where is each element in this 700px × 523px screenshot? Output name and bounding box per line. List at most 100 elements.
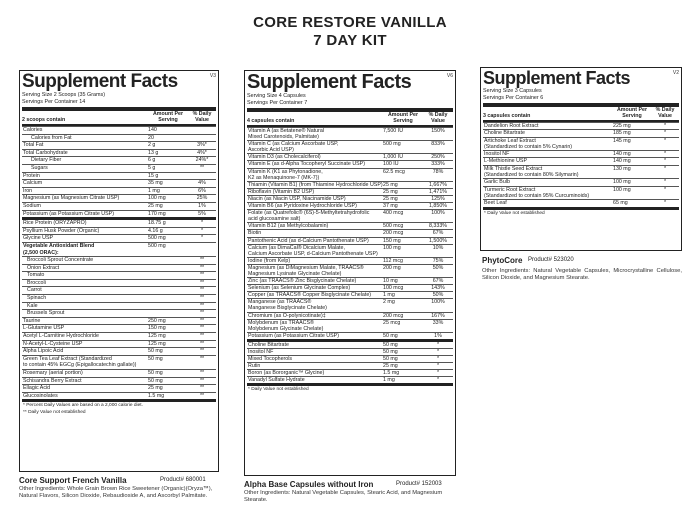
nutrient-row: Calcium 35 mg 4% (22, 179, 216, 187)
nutrient-amount: 50 mg (148, 377, 163, 384)
nutrient-row: Vitamin E (as d-Alpha Tocopheryl Succina… (247, 160, 453, 167)
nutrient-amount: 15 g (148, 172, 159, 179)
column-header: 2 scoops contain Amount Per Serving % Dail… (22, 107, 216, 124)
nutrient-name: Manganese (as TRAACS® Manganese Bisglyci… (248, 299, 327, 312)
supplement-facts-panel-core-support: Supplement Facts V3 Serving Size 2 Scoops … (19, 70, 219, 472)
nutrient-name: Selenium (as Selenium Glycinate Complex) (248, 285, 351, 292)
nutrient-amount: 225 mg (613, 123, 631, 129)
nutrient-amount: 500 mcg (383, 223, 404, 230)
nutrient-amount: 50 mg (148, 348, 163, 355)
nutrient-daily-value: 5% (198, 210, 206, 217)
nutrient-name: Onion Extract (27, 264, 60, 271)
nutrient-name: Total Carbohydrate (23, 149, 68, 156)
nutrient-name: Choline Bitartrate (484, 130, 525, 137)
column-amount: Amount Per Serving (616, 107, 648, 119)
nutrient-row: Magnesium (as Magnesium Citrate USP) 100 … (22, 194, 216, 202)
nutrient-amount: 1.5 mg (383, 370, 400, 377)
nutrient-daily-value: * (436, 341, 440, 348)
nutrient-daily-value: * (663, 165, 667, 172)
column-daily-value: % Daily Value (192, 111, 212, 123)
nutrient-row: Broccoli Sprout Concentrate ** (22, 256, 216, 264)
nutrient-amount: 500 mg (383, 141, 401, 148)
nutrient-amount: 1.5 mg (148, 392, 165, 399)
nutrient-name: Vitamin K (K1 as Phytonadione, K2 as Men… (248, 168, 323, 181)
nutrient-name: Riboflavin (Vitamin B2 USP) (248, 188, 315, 195)
product-name-alpha-base: Alpha Base Capsules without Iron (244, 480, 374, 489)
nutrient-row: Iron 1 mg 6% (22, 186, 216, 195)
nutrient-daily-value: ** (199, 355, 205, 362)
nutrient-row: Rutin 25 mg * (247, 362, 453, 369)
nutrient-amount: 7,500 IU (383, 128, 404, 134)
nutrient-amount: 6 g (148, 157, 156, 164)
nutrient-daily-value: * (436, 377, 440, 384)
nutrient-row: Calcium (as DimaCal® Dicalcium Malate, C… (247, 243, 453, 257)
nutrient-name: Milk Thistle Seed Extract (Standardized … (484, 165, 579, 179)
nutrient-name: Molybdenum (as TRAACS® Molybdenum Glycin… (248, 319, 324, 332)
column-daily-value: % Daily Value (428, 112, 448, 124)
product-number-phytocore: Product# 523020 (528, 257, 574, 263)
nutrient-name: Zinc (as TRAACS® Zinc Bisglycinate Chela… (248, 278, 357, 285)
nutrient-amount: 50 mg (148, 355, 163, 362)
column-header: 3 capsules contain Amount Per Serving % Da… (483, 103, 679, 120)
nutrient-amount: 200 mcg (383, 312, 404, 319)
nutrient-daily-value: ** (199, 377, 205, 384)
nutrient-row: Dietary Fiber 6 g 24%* (22, 156, 216, 164)
nutrient-daily-value: 1,471% (429, 188, 447, 195)
nutrient-name: Psyllium Husk Powder (Organic) (23, 227, 100, 234)
nutrient-amount: 25 mg (383, 188, 398, 195)
nutrient-amount: 50 mg (383, 356, 398, 363)
nutrient-row: Chromium (as O-polynicotinate)‡ 200 mcg 16… (247, 311, 453, 319)
product-name-core-support: Core Support French Vanilla (19, 476, 127, 485)
nutrient-daily-value: ** (199, 392, 205, 399)
nutrient-row: Total Carbohydrate 13 g 4%* (22, 148, 216, 157)
nutrient-amount: 35 mg (148, 180, 163, 187)
nutrient-row: Manganese (as TRAACS® Manganese Bisglyci… (247, 298, 453, 311)
nutrient-row: Beet Leaf 65 mg * (483, 199, 679, 206)
kit-title: CORE RESTORE VANILLA (253, 14, 447, 31)
nutrient-daily-value: 10% (432, 244, 444, 251)
nutrient-daily-value: ** (199, 348, 205, 355)
nutrient-name: L-Methionine USP (484, 158, 527, 165)
nutrient-daily-value: 250% (431, 154, 445, 161)
nutrient-amount: 25 mcg (383, 319, 401, 326)
nutrient-name: Protein (23, 172, 40, 179)
nutrient-daily-value: ** (199, 370, 205, 376)
supplement-facts-panel-alpha-base: Supplement Facts V6 Serving Size 4 Capsule… (244, 70, 456, 476)
nutrient-row: Calories 140 (22, 126, 216, 134)
nutrient-row: Vegetable Antioxidant Blend (2,500 ORAC)… (22, 241, 216, 256)
label-version: V3 (209, 73, 216, 79)
nutrient-name: Choline Bitartrate (248, 341, 289, 348)
nutrient-name: Mixed Tocopherols (248, 356, 293, 363)
nutrient-name: Broccoli (27, 279, 46, 286)
nutrient-name: Carrot (27, 287, 42, 294)
nutrient-daily-value: ** (199, 272, 205, 279)
nutrient-name: Tomato (27, 272, 45, 279)
column-header: 4 capsules contain Amount Per Serving % Da… (247, 108, 453, 125)
nutrient-daily-value: 333% (431, 161, 445, 168)
nutrient-row: Iodine (from Kelp) 112 mcg 75% (247, 256, 453, 264)
nutrient-name: Garlic Bulb (484, 179, 510, 186)
nutrient-amount: 5 g (148, 164, 156, 171)
nutrient-amount: 25 mg (383, 195, 398, 202)
nutrient-daily-value: ** (199, 310, 205, 317)
serving-size: Serving Size 2 Scoops (35 Grams) (22, 92, 105, 98)
product-number-core-support: Product# 680001 (160, 477, 206, 483)
nutrient-amount: 100 mcg (383, 285, 404, 292)
nutrient-amount: 50 mg (383, 332, 398, 339)
nutrient-amount: 25 mg (383, 181, 398, 188)
nutrient-amount: 400 mcg (383, 210, 404, 217)
nutrient-row: Rice Protein (ORYZAPRO) 18.75 g * (22, 217, 216, 227)
nutrient-row: Molybdenum (as TRAACS® Molybdenum Glycin… (247, 318, 453, 332)
nutrient-daily-value: 125% (431, 195, 445, 202)
nutrient-name: Vitamin A (as Betatene® Natural Mixed Ca… (248, 128, 324, 141)
nutrient-name: Vegetable Antioxidant Blend (2,500 ORAC)… (23, 242, 95, 256)
nutrient-amount: 10 mg (383, 278, 398, 285)
nutrient-amount: 150 mg (148, 325, 166, 332)
nutrient-row: Vitamin K (K1 as Phytonadione, K2 as Men… (247, 167, 453, 181)
nutrient-daily-value: ** (199, 279, 205, 286)
supplement-facts-panel-phytocore: Supplement Facts V2 Serving Size 3 Capsule… (480, 67, 682, 251)
nutrient-amount: 170 mg (148, 210, 166, 217)
nutrient-row: Glucosinolates 1.5 mg ** (22, 391, 216, 400)
nutrient-daily-value: * (436, 363, 440, 370)
nutrient-daily-value: * (436, 370, 440, 377)
